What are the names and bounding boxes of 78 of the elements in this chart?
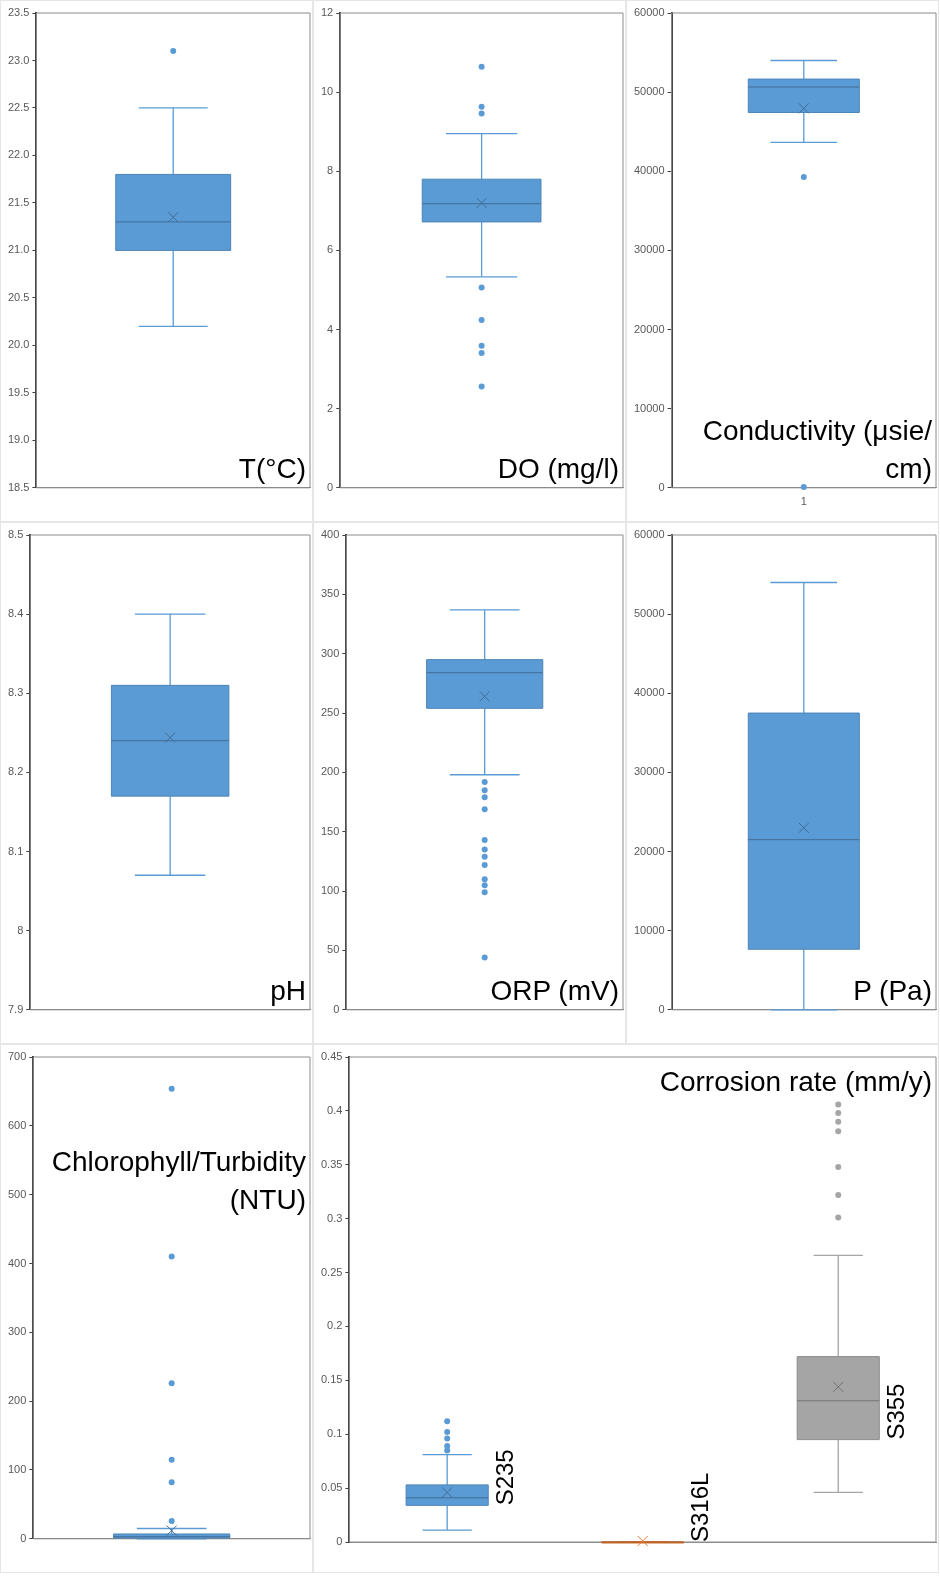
y-tick-label: 6 <box>327 243 334 256</box>
y-tick-label: 8.5 <box>7 528 24 541</box>
y-tick-label: 600 <box>7 1118 27 1131</box>
y-tick-label: 700 <box>7 1050 27 1063</box>
text: Chlorophyll/Turbidity (NTU) <box>51 1146 306 1215</box>
y-tick-label: 40000 <box>633 686 665 699</box>
y-tick-label: 100 <box>7 1463 27 1475</box>
y-tick-label: 50000 <box>633 85 665 98</box>
y-tick-label: 8 <box>17 923 24 936</box>
y-tick-label: 23.5 <box>7 6 30 19</box>
y-tick-label: 0.2 <box>327 1319 343 1332</box>
y-tick-label: 23.0 <box>7 53 30 66</box>
y-tick-label: 10000 <box>633 923 665 936</box>
y-tick-label: 0 <box>327 480 334 493</box>
y-tick-label: 20.5 <box>7 290 30 303</box>
y-tick-label: 0 <box>20 1531 27 1544</box>
y-tick-label: 60000 <box>633 6 665 19</box>
y-tick-label: 0 <box>336 1535 343 1548</box>
y-tick-label: 350 <box>320 587 340 600</box>
y-tick-label: 0.3 <box>327 1211 343 1224</box>
y-tick-label: 0 <box>658 480 665 493</box>
y-tick-label: 60000 <box>633 528 665 541</box>
y-tick-label: 0.15 <box>320 1373 343 1386</box>
y-tick-label: 10000 <box>633 401 665 414</box>
y-tick-label: 300 <box>320 646 340 659</box>
y-tick-label: 19.0 <box>7 433 30 446</box>
y-tick-label: 20.0 <box>7 338 30 351</box>
y-tick-label: 250 <box>320 706 340 719</box>
y-tick-label: 12 <box>320 6 334 19</box>
text: pH <box>270 974 306 1006</box>
text: DO (mg/l) <box>497 452 619 484</box>
y-tick-label: 7.9 <box>7 1002 24 1015</box>
x-tick-label: S316L <box>686 1472 714 1542</box>
y-tick-label: 0.1 <box>327 1427 343 1440</box>
y-tick-label: 8.2 <box>7 765 24 778</box>
text: P (Pa) <box>853 974 932 1006</box>
x-tick-label: S235 <box>490 1449 518 1506</box>
y-tick-label: 400 <box>320 528 340 541</box>
y-tick-label: 500 <box>7 1187 27 1200</box>
y-tick-label: 8.1 <box>7 844 24 857</box>
y-tick-label: 4 <box>327 322 334 335</box>
y-tick-label: 40000 <box>633 164 665 177</box>
y-tick-label: 8.4 <box>7 607 24 620</box>
y-tick-label: 2 <box>327 401 334 414</box>
x-tick-label: 1 <box>800 495 807 508</box>
y-tick-label: 30000 <box>633 765 665 778</box>
text: ORP (mV) <box>490 974 619 1006</box>
y-tick-label: 22.0 <box>7 148 30 161</box>
y-tick-label: 0 <box>658 1002 665 1015</box>
y-tick-label: 8 <box>327 164 334 177</box>
y-tick-label: 200 <box>320 765 340 778</box>
y-tick-label: 30000 <box>633 243 665 256</box>
x-tick-label: S355 <box>881 1383 909 1440</box>
y-tick-label: 21.0 <box>7 243 30 256</box>
text: Conductivity (μsie/cm) <box>702 414 933 484</box>
y-tick-label: 50000 <box>633 607 665 620</box>
y-tick-label: 21.5 <box>7 195 30 208</box>
y-tick-label: 22.5 <box>7 100 30 113</box>
y-tick-label: 18.5 <box>7 480 30 493</box>
y-tick-label: 150 <box>320 824 340 837</box>
y-tick-label: 20000 <box>633 322 665 335</box>
y-tick-label: 0.35 <box>320 1157 343 1170</box>
y-tick-label: 8.3 <box>7 686 24 699</box>
text: T(°C) <box>238 452 306 484</box>
y-tick-label: 0 <box>333 1002 340 1015</box>
y-tick-label: 400 <box>7 1256 27 1269</box>
y-tick-label: 100 <box>320 884 340 897</box>
y-tick-label: 20000 <box>633 844 665 857</box>
y-tick-label: 10 <box>320 85 334 98</box>
y-tick-label: 0.25 <box>320 1265 343 1278</box>
y-tick-label: 50 <box>327 943 340 956</box>
y-tick-label: 0.05 <box>320 1481 343 1494</box>
y-tick-label: 200 <box>7 1394 27 1407</box>
y-tick-label: 0.4 <box>327 1103 343 1116</box>
chart-title: Corrosion rate (mm/y) <box>659 1066 932 1097</box>
y-tick-label: 300 <box>7 1325 27 1338</box>
y-tick-label: 0.45 <box>320 1050 343 1063</box>
y-tick-label: 19.5 <box>7 385 30 398</box>
